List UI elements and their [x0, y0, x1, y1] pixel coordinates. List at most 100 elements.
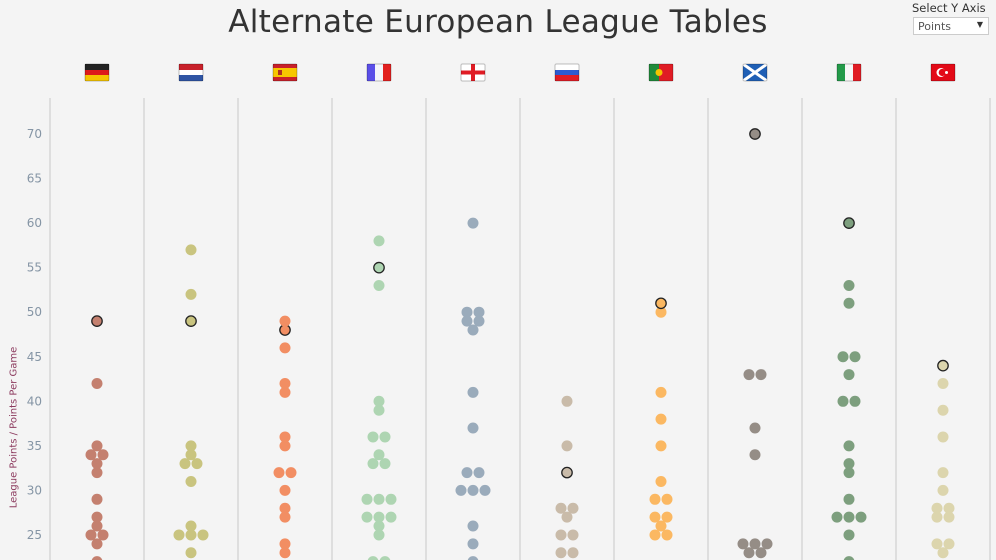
data-point[interactable]	[279, 538, 291, 550]
data-point[interactable]	[555, 502, 567, 514]
data-point[interactable]	[85, 449, 97, 461]
highlighted-data-point[interactable]	[843, 217, 855, 229]
data-point[interactable]	[461, 315, 473, 327]
data-point[interactable]	[837, 351, 849, 363]
data-point[interactable]	[91, 467, 103, 479]
data-point[interactable]	[185, 244, 197, 256]
data-point[interactable]	[373, 404, 385, 416]
data-point[interactable]	[655, 306, 667, 318]
data-point[interactable]	[467, 422, 479, 434]
data-point[interactable]	[85, 529, 97, 541]
data-point[interactable]	[661, 529, 673, 541]
data-point[interactable]	[91, 556, 103, 560]
highlighted-data-point[interactable]	[937, 359, 949, 372]
data-point[interactable]	[661, 511, 673, 523]
data-point[interactable]	[361, 493, 373, 505]
data-point[interactable]	[655, 413, 667, 425]
data-point[interactable]	[185, 475, 197, 487]
data-point[interactable]	[279, 484, 291, 496]
data-point[interactable]	[367, 431, 379, 443]
data-point[interactable]	[937, 431, 949, 443]
data-point[interactable]	[373, 279, 385, 291]
data-point[interactable]	[743, 369, 755, 381]
data-point[interactable]	[185, 520, 197, 532]
data-point[interactable]	[91, 511, 103, 523]
y-axis-dropdown[interactable]: Points ▼	[913, 17, 989, 35]
data-point[interactable]	[937, 484, 949, 496]
highlighted-data-point[interactable]	[185, 315, 197, 327]
data-point[interactable]	[943, 502, 955, 514]
data-point[interactable]	[91, 458, 103, 470]
data-point[interactable]	[843, 556, 855, 560]
data-point[interactable]	[173, 529, 185, 541]
data-point[interactable]	[749, 422, 761, 434]
data-point[interactable]	[279, 431, 291, 443]
data-point[interactable]	[185, 449, 197, 461]
highlighted-data-point[interactable]	[91, 315, 103, 327]
data-point[interactable]	[279, 547, 291, 559]
data-point[interactable]	[467, 324, 479, 336]
data-point[interactable]	[843, 493, 855, 505]
data-point[interactable]	[655, 520, 667, 532]
data-point[interactable]	[467, 217, 479, 229]
data-point[interactable]	[843, 529, 855, 541]
data-point[interactable]	[467, 520, 479, 532]
data-point[interactable]	[385, 511, 397, 523]
data-point[interactable]	[561, 440, 573, 452]
data-point[interactable]	[373, 449, 385, 461]
data-point[interactable]	[843, 458, 855, 470]
data-point[interactable]	[379, 458, 391, 470]
data-point[interactable]	[185, 288, 197, 300]
data-point[interactable]	[279, 386, 291, 398]
data-point[interactable]	[661, 493, 673, 505]
data-point[interactable]	[749, 538, 761, 550]
data-point[interactable]	[473, 306, 485, 318]
data-point[interactable]	[373, 395, 385, 407]
data-point[interactable]	[473, 467, 485, 479]
data-point[interactable]	[937, 404, 949, 416]
data-point[interactable]	[849, 395, 861, 407]
data-point[interactable]	[279, 342, 291, 354]
data-point[interactable]	[655, 386, 667, 398]
data-point[interactable]	[843, 467, 855, 479]
data-point[interactable]	[91, 493, 103, 505]
data-point[interactable]	[473, 315, 485, 327]
data-point[interactable]	[743, 547, 755, 559]
data-point[interactable]	[937, 467, 949, 479]
data-point[interactable]	[373, 493, 385, 505]
data-point[interactable]	[649, 529, 661, 541]
data-point[interactable]	[655, 440, 667, 452]
data-point[interactable]	[467, 386, 479, 398]
data-point[interactable]	[373, 529, 385, 541]
data-point[interactable]	[649, 493, 661, 505]
data-point[interactable]	[561, 395, 573, 407]
data-point[interactable]	[931, 538, 943, 550]
data-point[interactable]	[279, 315, 291, 327]
data-point[interactable]	[279, 511, 291, 523]
highlighted-data-point[interactable]	[749, 128, 761, 140]
data-point[interactable]	[843, 297, 855, 309]
data-point[interactable]	[97, 529, 109, 541]
data-point[interactable]	[561, 511, 573, 523]
data-point[interactable]	[367, 556, 379, 560]
data-point[interactable]	[361, 511, 373, 523]
data-point[interactable]	[273, 467, 285, 479]
data-point[interactable]	[185, 440, 197, 452]
data-point[interactable]	[91, 440, 103, 452]
data-point[interactable]	[91, 377, 103, 389]
data-point[interactable]	[285, 467, 297, 479]
data-point[interactable]	[379, 556, 391, 560]
data-point[interactable]	[385, 493, 397, 505]
data-point[interactable]	[467, 484, 479, 496]
data-point[interactable]	[937, 377, 949, 389]
data-point[interactable]	[831, 511, 843, 523]
data-point[interactable]	[279, 502, 291, 514]
data-point[interactable]	[567, 529, 579, 541]
data-point[interactable]	[555, 547, 567, 559]
data-point[interactable]	[555, 529, 567, 541]
data-point[interactable]	[931, 502, 943, 514]
data-point[interactable]	[467, 538, 479, 550]
data-point[interactable]	[843, 511, 855, 523]
data-point[interactable]	[373, 511, 385, 523]
data-point[interactable]	[943, 538, 955, 550]
